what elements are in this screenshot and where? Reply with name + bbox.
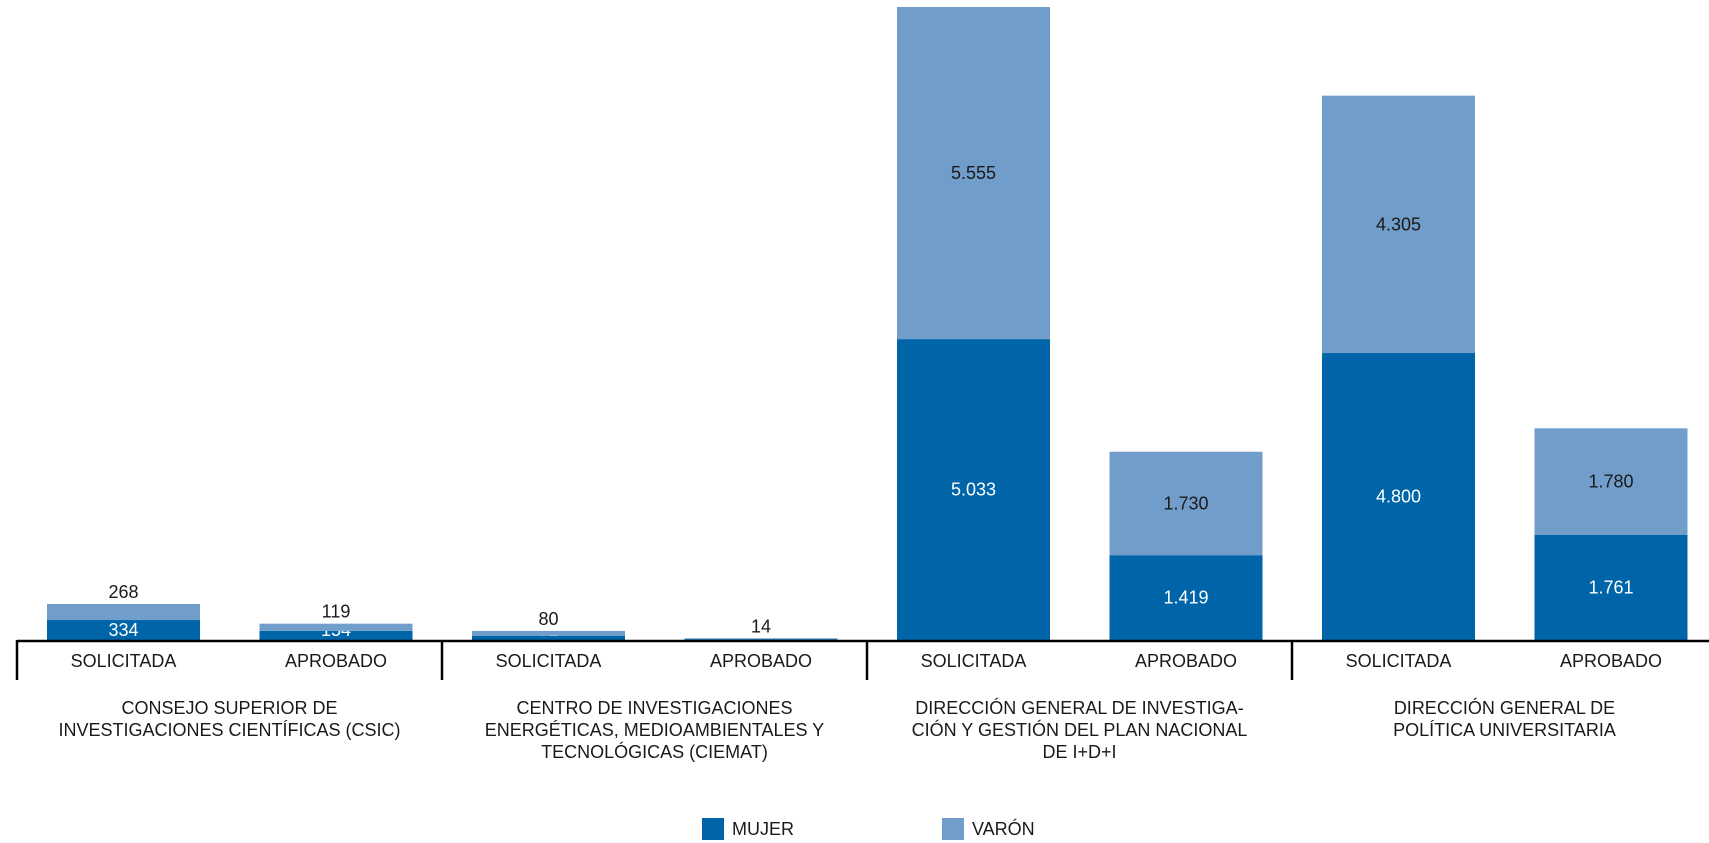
tick-label-2: SOLICITADA	[496, 651, 602, 671]
bar-varon-7	[1534, 428, 1688, 535]
data-label-mujer-5: 1.419	[1163, 588, 1208, 608]
bar-varon-3	[684, 638, 838, 640]
data-label-mujer-0: 334	[108, 620, 138, 640]
legend-label-mujer: MUJER	[732, 818, 794, 839]
tick-label-7: APROBADO	[1560, 651, 1662, 671]
stacked-bar-chart: 334268154119728015145.0335.5551.4191.730…	[15, 7, 1709, 762]
tick-label-4: SOLICITADA	[921, 651, 1027, 671]
bar-varon-1	[259, 623, 413, 631]
bar-varon-2	[472, 630, 625, 636]
bar-mujer-7	[1534, 534, 1688, 640]
group-label-3-line-0: DIRECCIÓN GENERAL DE	[1394, 697, 1615, 718]
tick-label-6: SOLICITADA	[1346, 651, 1452, 671]
tick-label-1: APROBADO	[285, 651, 387, 671]
data-label-mujer-6: 4.800	[1376, 487, 1421, 507]
group-label-0-line-1: INVESTIGACIONES CIENTÍFICAS (CSIC)	[58, 720, 400, 740]
group-label-3-line-1: POLÍTICA UNIVERSITARIA	[1393, 720, 1616, 740]
group-label-1-line-0: CENTRO DE INVESTIGACIONES	[516, 698, 792, 718]
bar-varon-5	[1109, 451, 1263, 556]
bar-varon-6	[1322, 95, 1475, 354]
data-label-varon-4: 5.555	[951, 163, 996, 183]
tick-label-5: APROBADO	[1135, 651, 1237, 671]
data-label-varon-0: 268	[108, 582, 138, 602]
data-label-mujer-4: 5.033	[951, 480, 996, 500]
tick-label-3: APROBADO	[710, 651, 812, 671]
data-label-mujer-3: 15	[751, 620, 771, 640]
group-label-1-line-1: ENERGÉTICAS, MEDIOAMBIENTALES Y	[485, 720, 824, 740]
legend-swatch-varon	[942, 818, 964, 840]
group-label-0-line-0: CONSEJO SUPERIOR DE	[121, 698, 337, 718]
bar-mujer-6	[1322, 353, 1475, 640]
bar-varon-0	[47, 604, 200, 621]
bar-mujer-5	[1109, 555, 1263, 640]
bar-mujer-2	[472, 635, 625, 640]
bar-varon-4	[897, 7, 1050, 340]
group-label-2-line-0: DIRECCIÓN GENERAL DE INVESTIGA-	[915, 697, 1243, 718]
data-label-varon-5: 1.730	[1163, 493, 1208, 513]
data-label-varon-2: 80	[538, 609, 558, 629]
data-label-varon-7: 1.780	[1588, 472, 1633, 492]
legend-swatch-mujer	[702, 818, 724, 840]
bar-mujer-4	[897, 339, 1050, 640]
bar-mujer-3	[684, 639, 838, 640]
group-label-2-line-2: DE I+D+I	[1042, 742, 1116, 762]
tick-label-0: SOLICITADA	[71, 651, 177, 671]
data-label-varon-3: 14	[751, 616, 771, 636]
group-label-1-line-2: TECNOLÓGICAS (CIEMAT)	[541, 741, 768, 762]
data-label-varon-1: 119	[322, 602, 351, 622]
legend-item-mujer: MUJER	[702, 818, 794, 840]
data-label-varon-6: 4.305	[1376, 214, 1421, 234]
group-label-2-line-1: CIÓN Y GESTIÓN DEL PLAN NACIONAL	[912, 719, 1248, 740]
bar-mujer-1	[259, 630, 413, 640]
bar-mujer-0	[47, 620, 200, 640]
data-label-mujer-7: 1.761	[1588, 577, 1633, 597]
legend-item-varon: VARÓN	[942, 818, 1035, 840]
legend-label-varon: VARÓN	[972, 818, 1035, 839]
